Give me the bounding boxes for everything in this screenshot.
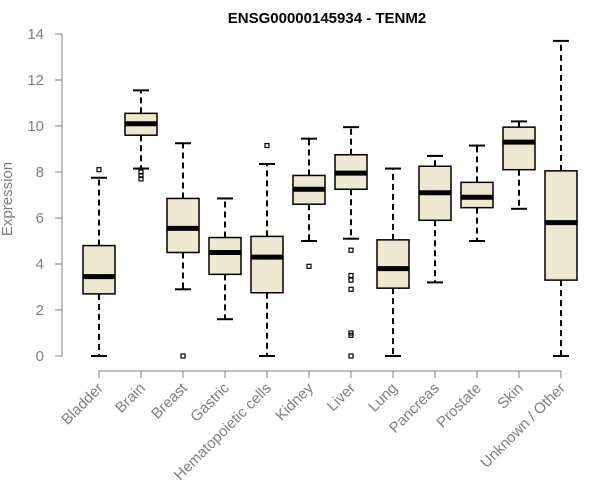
box-iqr <box>208 236 242 276</box>
box-iqr <box>166 197 200 254</box>
box-brain <box>124 89 158 182</box>
box-iqr <box>376 239 410 289</box>
y-tick-label: 10 <box>27 118 44 135</box>
x-tick-label: Kidney <box>272 379 317 424</box>
x-tick-label: Bladder <box>58 380 107 429</box>
outlier-point <box>180 353 186 359</box>
box-iqr <box>250 235 284 294</box>
y-tick-label: 14 <box>27 26 44 43</box>
outlier-point <box>348 277 354 283</box>
box-lung <box>376 167 410 357</box>
outlier-point <box>348 286 354 292</box>
boxes-group <box>82 39 578 359</box>
outlier-point <box>138 176 144 182</box>
chart-title: ENSG00000145934 - TENM2 <box>228 10 426 27</box>
x-tick-label: Liver <box>324 380 359 415</box>
y-tick-label: 2 <box>36 302 44 319</box>
x-tick-label: Skin <box>494 380 527 413</box>
box-liver <box>334 126 368 359</box>
x-tick-label: Prostate <box>433 380 485 432</box>
outlier-point <box>348 353 354 359</box>
box-hematopoietic-cells <box>250 142 284 357</box>
y-tick-label: 4 <box>36 256 44 273</box>
outlier-point <box>306 263 312 269</box>
box-iqr <box>544 170 578 281</box>
outlier-point <box>264 142 270 149</box>
box-iqr <box>82 244 116 295</box>
y-axis: 0 2 4 6 8 10 12 14 <box>27 26 63 365</box>
y-tick-label: 6 <box>36 210 44 227</box>
x-tick-label: Breast <box>148 379 191 422</box>
outlier-point <box>348 332 354 338</box>
box-unknown-other <box>544 39 578 357</box>
box-iqr <box>502 126 536 171</box>
outlier-point <box>96 167 102 173</box>
outlier-point <box>348 247 354 253</box>
y-tick-label: 8 <box>36 164 44 181</box>
box-kidney <box>292 137 326 269</box>
box-prostate <box>460 144 494 242</box>
x-tick-label: Brain <box>112 380 149 417</box>
x-tick-label: Lung <box>365 380 401 416</box>
outlier-point <box>348 272 354 279</box>
y-axis-label: Expression <box>0 162 16 236</box>
box-pancreas <box>418 154 452 284</box>
box-skin <box>502 120 536 210</box>
y-tick-label: 12 <box>27 72 44 89</box>
box-gastric <box>208 197 242 321</box>
box-bladder <box>82 167 116 357</box>
box-breast <box>166 142 200 359</box>
y-tick-label: 0 <box>36 348 44 365</box>
